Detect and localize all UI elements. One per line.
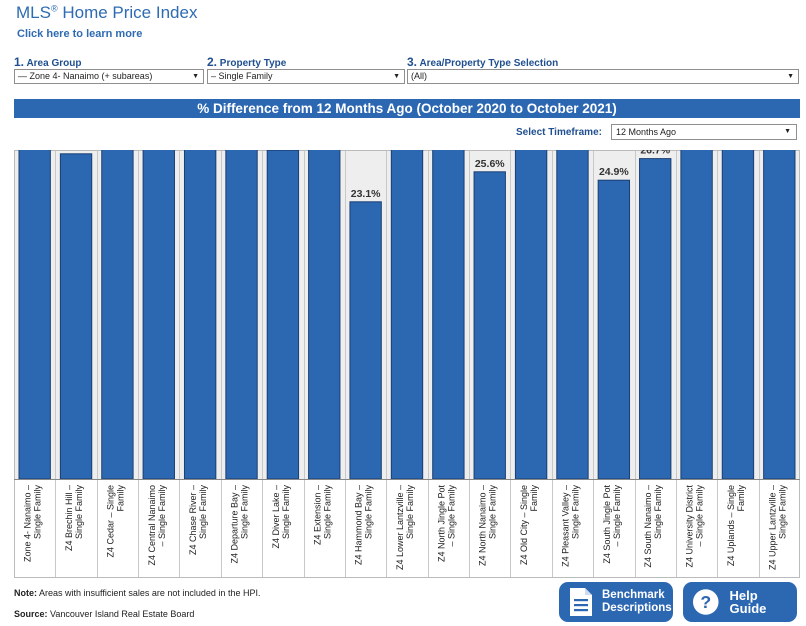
bar <box>308 150 341 480</box>
data-label: 27.1% <box>61 150 91 152</box>
area-group-select[interactable]: — Zone 4- Nanaimo (+ subareas) ▼ <box>14 69 204 84</box>
bar <box>59 153 93 480</box>
bar <box>142 150 175 480</box>
category-label: Z4 North Jingle Pot <box>436 485 446 563</box>
source: Source: Vancouver Island Real Estate Boa… <box>14 609 195 619</box>
data-label: 23.1% <box>351 188 381 200</box>
area-property-selection-label: 3. Area/Property Type Selection <box>407 55 559 69</box>
bar <box>349 201 382 480</box>
area-group-value: — Zone 4- Nanaimo (+ subareas) <box>18 71 153 81</box>
category-label: – Single Family <box>446 485 456 547</box>
chart-title-banner: % Difference from 12 Months Ago (October… <box>14 99 800 118</box>
category-label: Z4 Hammond Bay – <box>354 485 364 565</box>
category-label: Single Family <box>488 485 498 540</box>
data-label: 25.6% <box>475 158 505 170</box>
category-label: Family <box>736 485 746 512</box>
category-label: Family <box>115 485 125 512</box>
category-label: Single Family <box>653 485 663 540</box>
property-type-value: – Single Family <box>211 71 273 81</box>
bar <box>266 150 300 480</box>
chevron-down-icon: ▼ <box>393 73 400 80</box>
category-label: Single Family <box>570 485 580 540</box>
chevron-down-icon: ▼ <box>787 73 794 80</box>
category-label: Z4 Central Nanaimo <box>147 485 157 566</box>
area-property-selection-select[interactable]: (All) ▼ <box>407 69 799 84</box>
category-label: Z4 Old City – Single <box>519 485 529 565</box>
category-label: Single Family <box>74 485 84 540</box>
timeframe-select[interactable]: 12 Months Ago ▼ <box>611 124 797 140</box>
learn-more-link[interactable]: Click here to learn more <box>17 28 143 40</box>
category-label: Z4 Cedar – Single <box>105 485 115 558</box>
data-label: 26.7% <box>640 150 670 157</box>
data-label: 24.9% <box>599 166 629 178</box>
chevron-down-icon: ▼ <box>192 73 199 80</box>
property-type-label: 2. Property Type <box>207 55 287 69</box>
help-guide-button[interactable]: ? Help Guide <box>683 582 797 622</box>
bar <box>721 150 755 480</box>
category-label: – Single Family <box>157 485 167 547</box>
bar-chart: 28.1%Zone 4- Nanaimo –Single Family27.1%… <box>14 150 800 578</box>
help-guide-label: Help Guide <box>729 588 767 616</box>
category-label: Z4 Upper Lantzville – <box>767 485 777 570</box>
category-label: Single Family <box>364 485 374 540</box>
category-label: Z4 Departure Bay – <box>230 485 240 564</box>
area-group-label: 1. Area Group <box>14 55 82 69</box>
category-label: Single Family <box>33 485 43 540</box>
category-label: – Single Family <box>612 485 622 547</box>
category-label: Zone 4- Nanaimo – <box>23 485 33 562</box>
category-label: Z4 Diver Lake – <box>271 485 281 549</box>
bar <box>18 150 51 480</box>
bar <box>390 150 424 480</box>
timeframe-value: 12 Months Ago <box>616 127 677 137</box>
category-label: Single Family <box>240 485 250 540</box>
category-label: – Single Family <box>695 485 705 547</box>
category-label: Single Family <box>322 485 332 540</box>
page-title: MLS® Home Price Index <box>16 3 198 22</box>
category-label: Single Family <box>405 485 415 540</box>
category-label: Z4 Uplands – Single <box>726 485 736 566</box>
question-icon: ? <box>692 589 719 615</box>
note: Note: Areas with insufficient sales are … <box>14 588 261 598</box>
chevron-down-icon: ▼ <box>784 128 791 135</box>
category-label: Z4 Lower Lantzville – <box>395 485 405 570</box>
category-label: Z4 South Nanaimo – <box>643 485 653 568</box>
svg-text:?: ? <box>700 592 711 612</box>
category-label: Z4 Chase River – <box>188 485 198 555</box>
bar <box>680 150 713 480</box>
bar <box>473 171 506 480</box>
document-icon <box>570 588 592 616</box>
area-property-selection-value: (All) <box>411 71 427 81</box>
category-label: Single Family <box>281 485 291 540</box>
category-label: Single Family <box>777 485 787 540</box>
bar <box>763 150 796 480</box>
timeframe-label: Select Timeframe: <box>516 127 602 138</box>
category-label: Z4 South Jingle Pot <box>602 485 612 564</box>
category-label: Z4 Extension – <box>312 485 322 545</box>
bar <box>514 150 548 480</box>
category-label: Family <box>529 485 539 512</box>
bar <box>101 150 134 480</box>
category-label: Z4 North Nanaimo – <box>478 485 488 566</box>
category-label: Z4 Brechin Hill – <box>64 485 74 551</box>
bar <box>639 158 672 480</box>
bar <box>556 150 589 480</box>
benchmark-descriptions-label: Benchmark Descriptions <box>602 589 672 614</box>
bar <box>225 150 258 480</box>
bar <box>432 150 465 480</box>
benchmark-descriptions-button[interactable]: Benchmark Descriptions <box>559 582 673 622</box>
category-label: Single Family <box>198 485 208 540</box>
category-label: Z4 University District <box>685 485 695 568</box>
category-label: Z4 Pleasant Valley – <box>560 485 570 567</box>
bar <box>597 179 631 480</box>
bar <box>183 150 217 480</box>
property-type-select[interactable]: – Single Family ▼ <box>207 69 405 84</box>
axis-label-area <box>14 479 800 578</box>
